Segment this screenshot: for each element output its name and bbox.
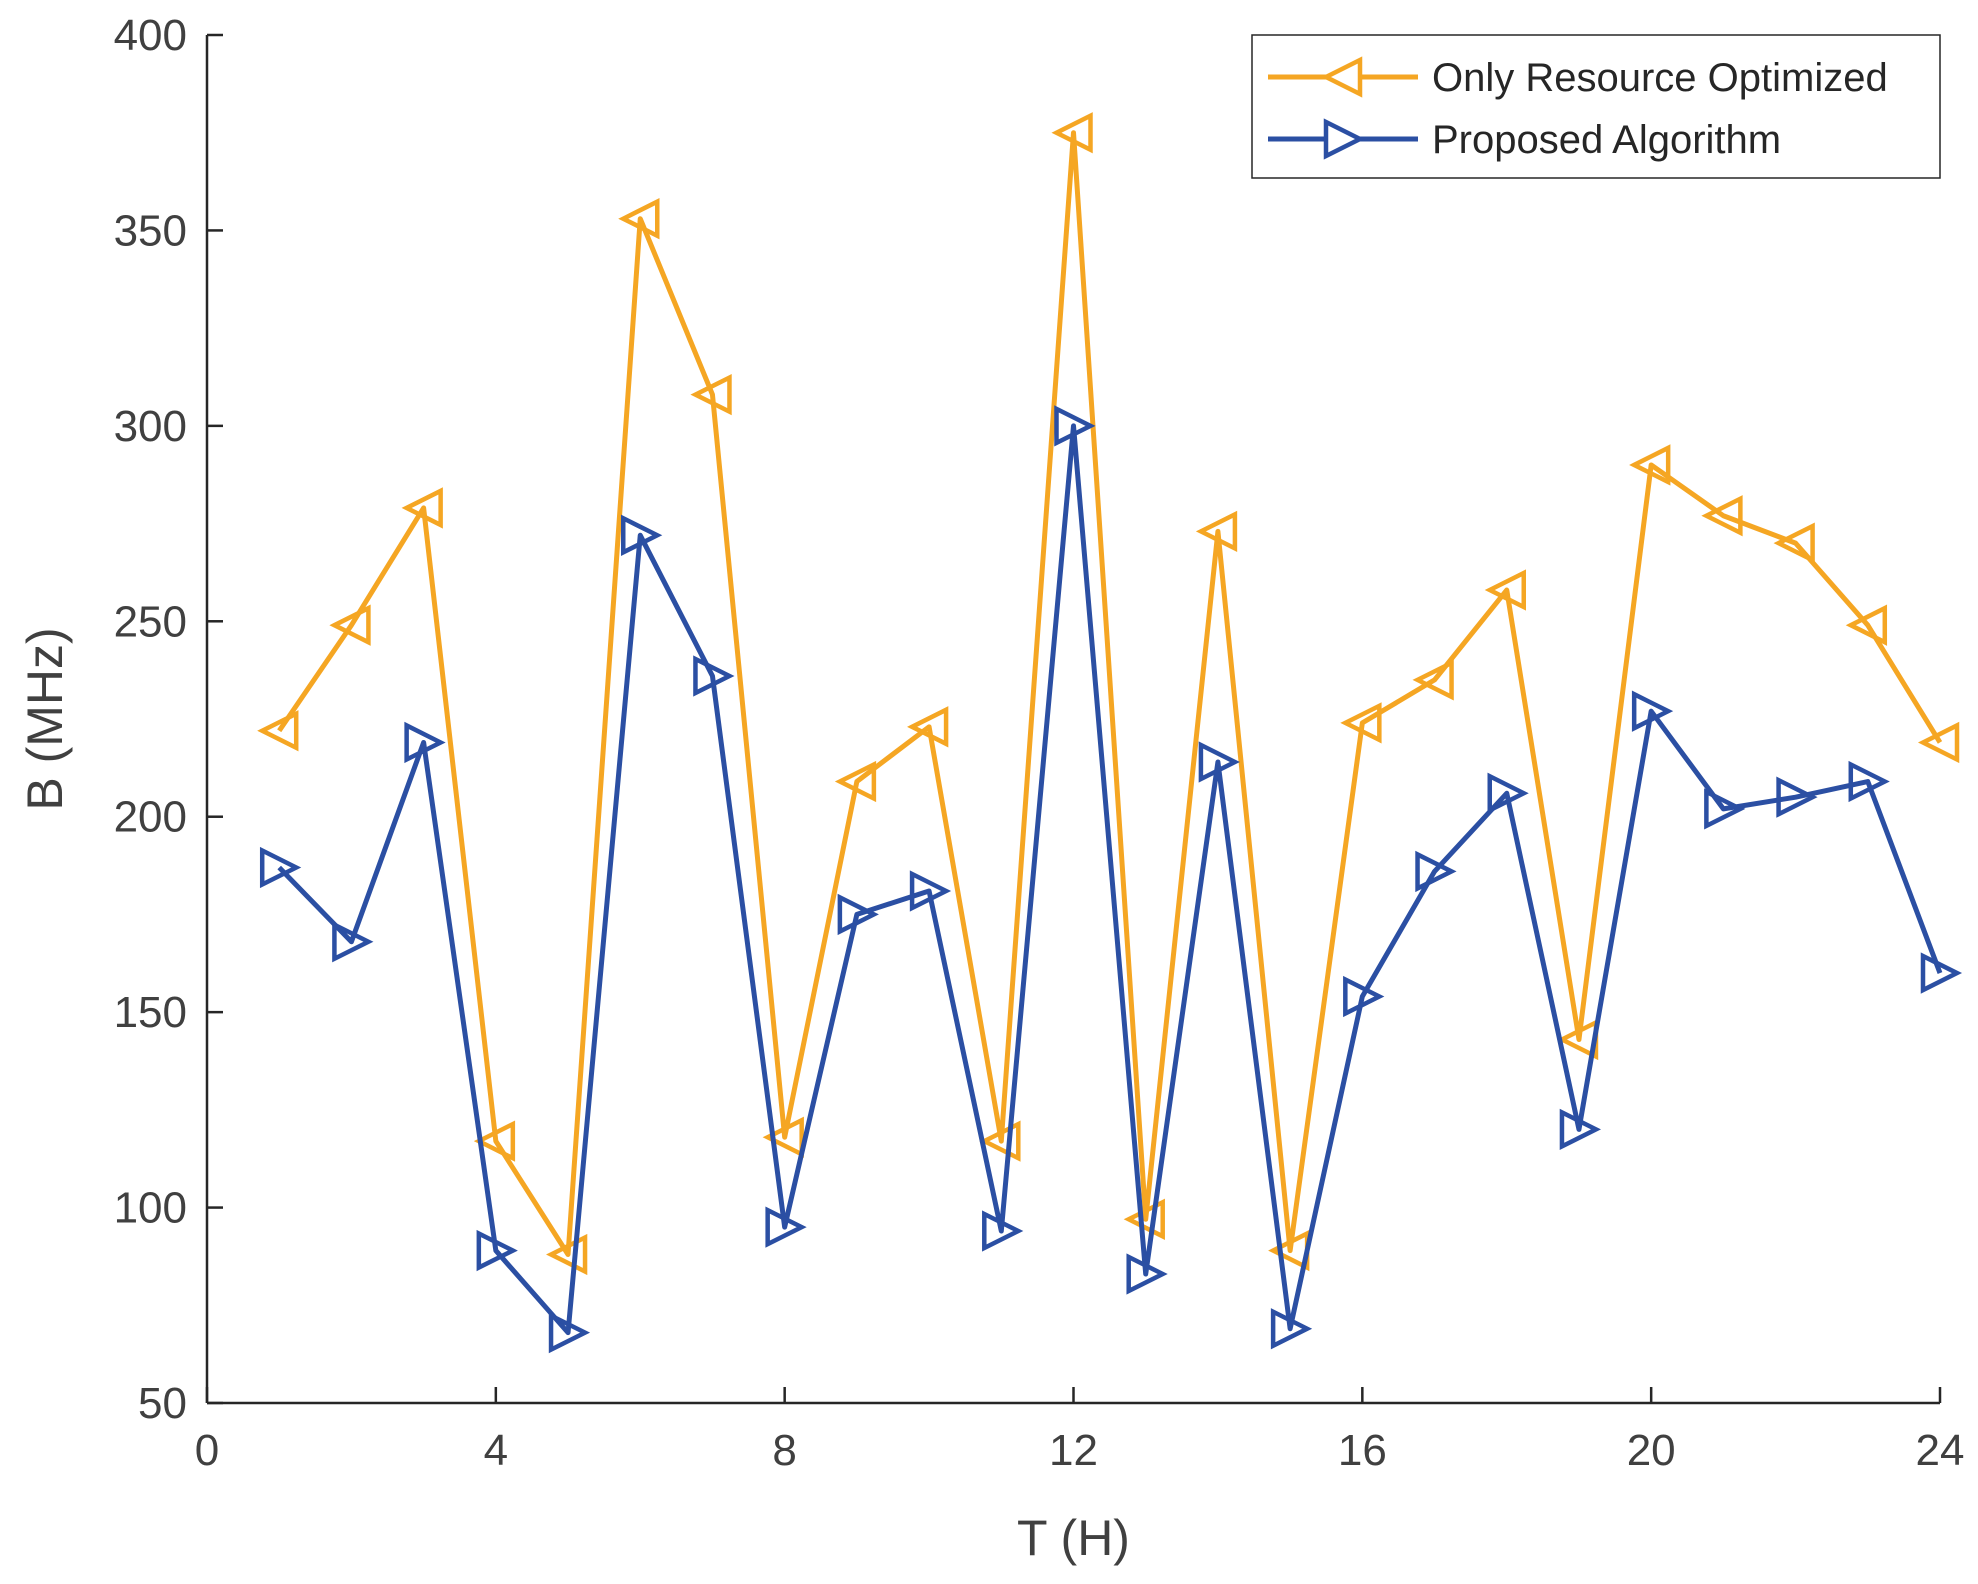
data-point-marker <box>834 760 877 803</box>
data-point-marker <box>1340 702 1382 744</box>
data-point-marker <box>1198 741 1240 783</box>
y-tick-label: 200 <box>114 793 187 842</box>
data-point-marker <box>332 921 374 963</box>
legend-marker-swatch <box>1323 118 1366 160</box>
data-point-marker <box>1343 975 1385 1018</box>
data-point-marker <box>1195 510 1238 553</box>
data-point-marker <box>1845 604 1888 646</box>
legend-item: Only Resource Optimized <box>1268 56 1888 100</box>
data-point-marker <box>693 655 735 697</box>
x-tick-label: 8 <box>772 1426 796 1475</box>
data-point-marker <box>1701 495 1743 537</box>
series-line <box>277 130 1943 1257</box>
data-point-marker <box>546 1233 588 1276</box>
legend-marker-swatch <box>1320 56 1363 98</box>
data-point-marker <box>1629 444 1671 486</box>
data-point-marker <box>762 1116 804 1158</box>
data-point-marker <box>329 604 371 646</box>
data-point-marker <box>401 487 443 529</box>
data-point-marker <box>1412 659 1454 701</box>
y-tick-label: 250 <box>114 597 187 646</box>
data-point-marker <box>1704 788 1746 830</box>
data-point-marker <box>618 198 660 240</box>
legend-box <box>1251 34 1941 179</box>
series-only-resource-optimized <box>257 112 1960 1276</box>
y-tick-label: 150 <box>114 988 187 1037</box>
x-tick-label: 12 <box>1049 1426 1098 1475</box>
data-point-marker <box>1920 952 1963 994</box>
data-point-marker <box>473 1120 516 1162</box>
data-point-marker <box>1054 405 1096 447</box>
x-tick-label: 4 <box>484 1426 508 1475</box>
x-tick-label: 20 <box>1627 1426 1676 1475</box>
y-tick-label: 300 <box>114 402 187 451</box>
y-axis-title: B (MHz) <box>17 627 73 810</box>
axes: 0 4 8 12 16 20 24 50 100 150 200 250 300 350 400 T (H) B… <box>17 11 1964 1566</box>
x-tick-label: 0 <box>195 1426 219 1475</box>
legend-item: Proposed Algorithm <box>1268 118 1781 162</box>
data-point-marker <box>621 514 663 556</box>
y-tick-label: 50 <box>138 1379 187 1428</box>
legend-label: Only Resource Optimized <box>1432 56 1888 100</box>
data-point-marker <box>907 706 949 748</box>
data-point-marker <box>1559 1108 1601 1151</box>
x-axis-title: T (H) <box>1017 1510 1130 1566</box>
data-point-marker <box>837 893 879 936</box>
data-point-marker <box>765 1206 807 1248</box>
data-point-marker <box>909 870 952 912</box>
data-point-marker <box>1415 850 1457 893</box>
data-point-marker <box>1631 690 1674 732</box>
data-point-marker <box>1848 760 1890 803</box>
x-tick-label: 24 <box>1916 1426 1965 1475</box>
data-point-marker <box>690 373 732 416</box>
data-point-marker <box>1270 1308 1313 1350</box>
data-point-marker <box>979 1120 1021 1162</box>
series-proposed-algorithm <box>259 405 1963 1354</box>
legend: Only Resource Optimized Proposed Algorith… <box>1251 34 1941 179</box>
data-point-marker <box>982 1210 1024 1252</box>
legend-label: Proposed Algorithm <box>1432 118 1781 162</box>
data-point-marker <box>476 1229 518 1272</box>
x-tick-label: 16 <box>1338 1426 1387 1475</box>
data-point-marker <box>257 710 299 752</box>
data-point-marker <box>1051 112 1093 154</box>
data-point-marker <box>1126 1253 1168 1295</box>
data-point-marker <box>1917 721 1960 764</box>
series-layer <box>257 112 1963 1354</box>
data-point-marker <box>404 721 446 764</box>
data-point-marker <box>1773 522 1815 564</box>
data-point-marker <box>1123 1198 1165 1240</box>
data-point-marker <box>1484 569 1526 611</box>
y-tick-label: 100 <box>114 1184 187 1233</box>
data-point-marker <box>1776 776 1818 818</box>
data-point-marker <box>1487 772 1529 814</box>
y-tick-label: 400 <box>114 11 187 60</box>
data-point-marker <box>259 846 302 889</box>
data-point-marker <box>548 1312 591 1354</box>
y-tick-label: 350 <box>114 206 187 255</box>
